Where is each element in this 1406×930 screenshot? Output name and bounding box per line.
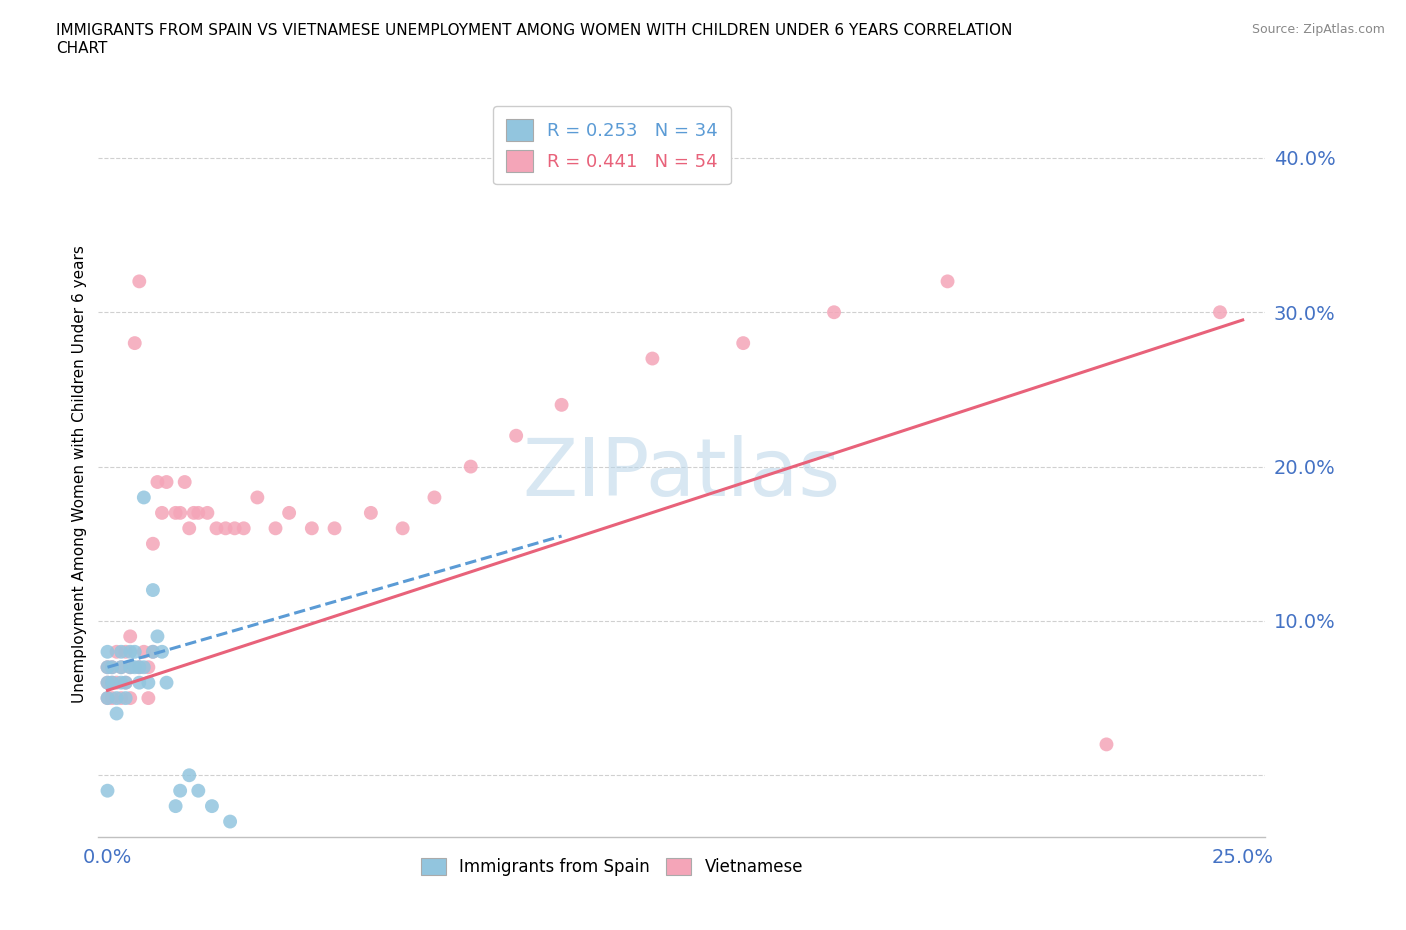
Legend: Immigrants from Spain, Vietnamese: Immigrants from Spain, Vietnamese <box>413 852 810 883</box>
Point <box>101 659 124 674</box>
Point <box>96 659 118 674</box>
Point <box>155 474 177 489</box>
Point <box>205 521 228 536</box>
Point <box>187 505 209 520</box>
Point <box>120 659 142 674</box>
Point <box>169 783 191 798</box>
Point <box>146 629 169 644</box>
Point <box>96 675 118 690</box>
Point <box>155 675 177 690</box>
Point <box>214 521 236 536</box>
Point <box>391 521 413 536</box>
Point <box>179 768 201 783</box>
Point <box>550 397 572 412</box>
Point <box>96 783 118 798</box>
Point <box>105 691 128 706</box>
Point <box>179 521 201 536</box>
Point <box>124 644 146 659</box>
Point <box>165 799 187 814</box>
Point <box>132 644 155 659</box>
Point <box>232 521 254 536</box>
Point <box>138 691 160 706</box>
Point <box>105 706 128 721</box>
Point <box>120 644 142 659</box>
Point <box>150 644 173 659</box>
Point <box>1095 737 1118 751</box>
Point <box>120 629 142 644</box>
Point <box>505 429 527 444</box>
Point <box>120 691 142 706</box>
Point <box>301 521 323 536</box>
Point <box>641 352 664 366</box>
Point <box>124 336 146 351</box>
Point <box>142 582 165 597</box>
Point <box>823 305 845 320</box>
Point <box>169 505 191 520</box>
Point <box>197 505 219 520</box>
Point <box>101 659 124 674</box>
Point <box>132 490 155 505</box>
Point <box>201 799 224 814</box>
Point <box>142 644 165 659</box>
Point <box>264 521 287 536</box>
Point <box>101 691 124 706</box>
Point <box>173 474 195 489</box>
Point <box>460 459 482 474</box>
Point <box>96 675 118 690</box>
Point <box>138 675 160 690</box>
Point <box>114 675 136 690</box>
Point <box>142 644 165 659</box>
Point <box>219 814 242 829</box>
Point <box>733 336 755 351</box>
Point <box>128 675 150 690</box>
Point <box>128 274 150 289</box>
Point <box>146 474 169 489</box>
Point <box>114 675 136 690</box>
Text: ZIPatlas: ZIPatlas <box>523 435 841 513</box>
Point <box>246 490 269 505</box>
Point <box>124 659 146 674</box>
Point <box>936 274 959 289</box>
Point <box>1209 305 1232 320</box>
Point <box>278 505 301 520</box>
Point <box>360 505 382 520</box>
Point <box>120 659 142 674</box>
Text: IMMIGRANTS FROM SPAIN VS VIETNAMESE UNEMPLOYMENT AMONG WOMEN WITH CHILDREN UNDER: IMMIGRANTS FROM SPAIN VS VIETNAMESE UNEM… <box>56 23 1012 56</box>
Point <box>150 505 173 520</box>
Point <box>110 675 132 690</box>
Point <box>96 691 118 706</box>
Point <box>110 644 132 659</box>
Point <box>114 691 136 706</box>
Point <box>138 659 160 674</box>
Point <box>105 644 128 659</box>
Point <box>128 659 150 674</box>
Point <box>96 644 118 659</box>
Point <box>423 490 446 505</box>
Point <box>165 505 187 520</box>
Point <box>110 659 132 674</box>
Point <box>142 537 165 551</box>
Point <box>96 659 118 674</box>
Point <box>128 659 150 674</box>
Text: Source: ZipAtlas.com: Source: ZipAtlas.com <box>1251 23 1385 36</box>
Point <box>114 644 136 659</box>
Point <box>132 659 155 674</box>
Point <box>101 675 124 690</box>
Point <box>101 675 124 690</box>
Point <box>224 521 246 536</box>
Point <box>110 659 132 674</box>
Point <box>183 505 205 520</box>
Point <box>187 783 209 798</box>
Y-axis label: Unemployment Among Women with Children Under 6 years: Unemployment Among Women with Children U… <box>72 246 87 703</box>
Point <box>96 691 118 706</box>
Point <box>105 675 128 690</box>
Point <box>110 691 132 706</box>
Point <box>323 521 346 536</box>
